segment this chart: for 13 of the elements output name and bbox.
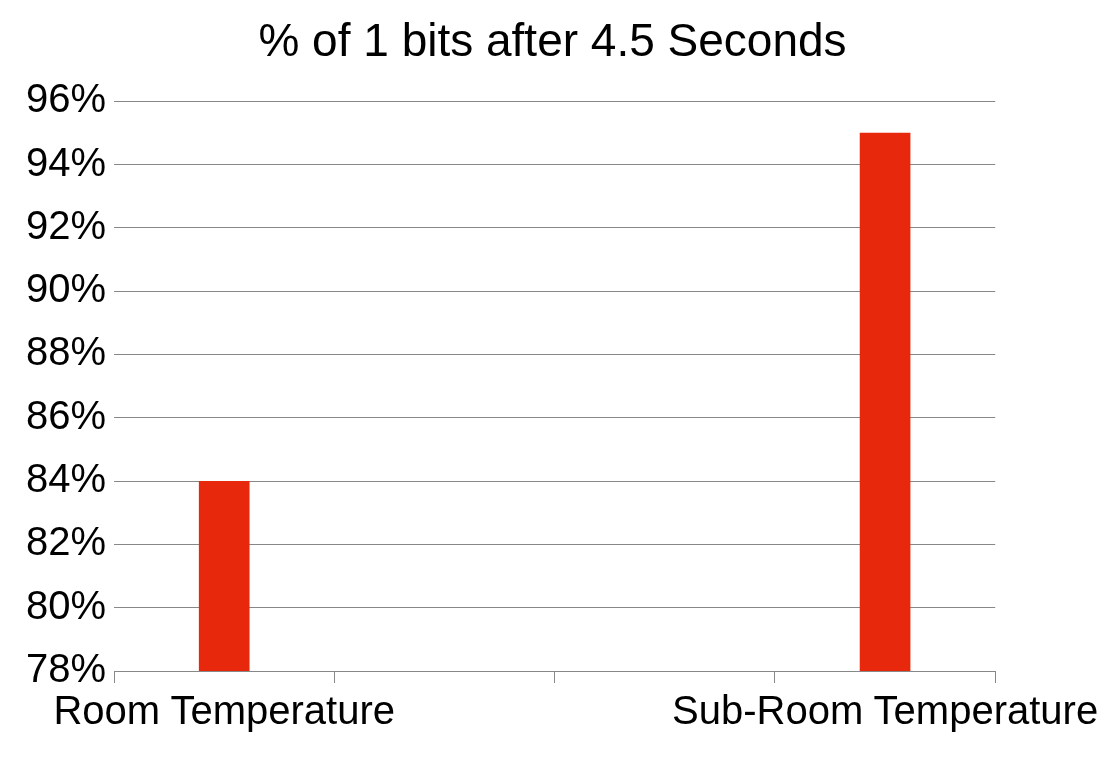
y-tick-label: 90%	[26, 266, 107, 311]
y-tick-label: 92%	[26, 202, 107, 247]
y-tick-label: 86%	[26, 392, 107, 437]
y-tick-label: 84%	[26, 456, 107, 501]
y-tick-label: 78%	[26, 646, 107, 691]
chart-title: % of 1 bits after 4.5 Seconds	[258, 14, 847, 67]
y-tick-label: 80%	[26, 582, 107, 627]
y-tick-label: 94%	[26, 139, 107, 184]
y-tick-label: 82%	[26, 519, 107, 564]
x-tick-label: Sub-Room Temperature	[672, 688, 1099, 733]
y-tick-label: 96%	[26, 76, 107, 121]
y-tick-label: 88%	[26, 329, 107, 374]
x-tick-label: Room Temperature	[53, 688, 396, 733]
